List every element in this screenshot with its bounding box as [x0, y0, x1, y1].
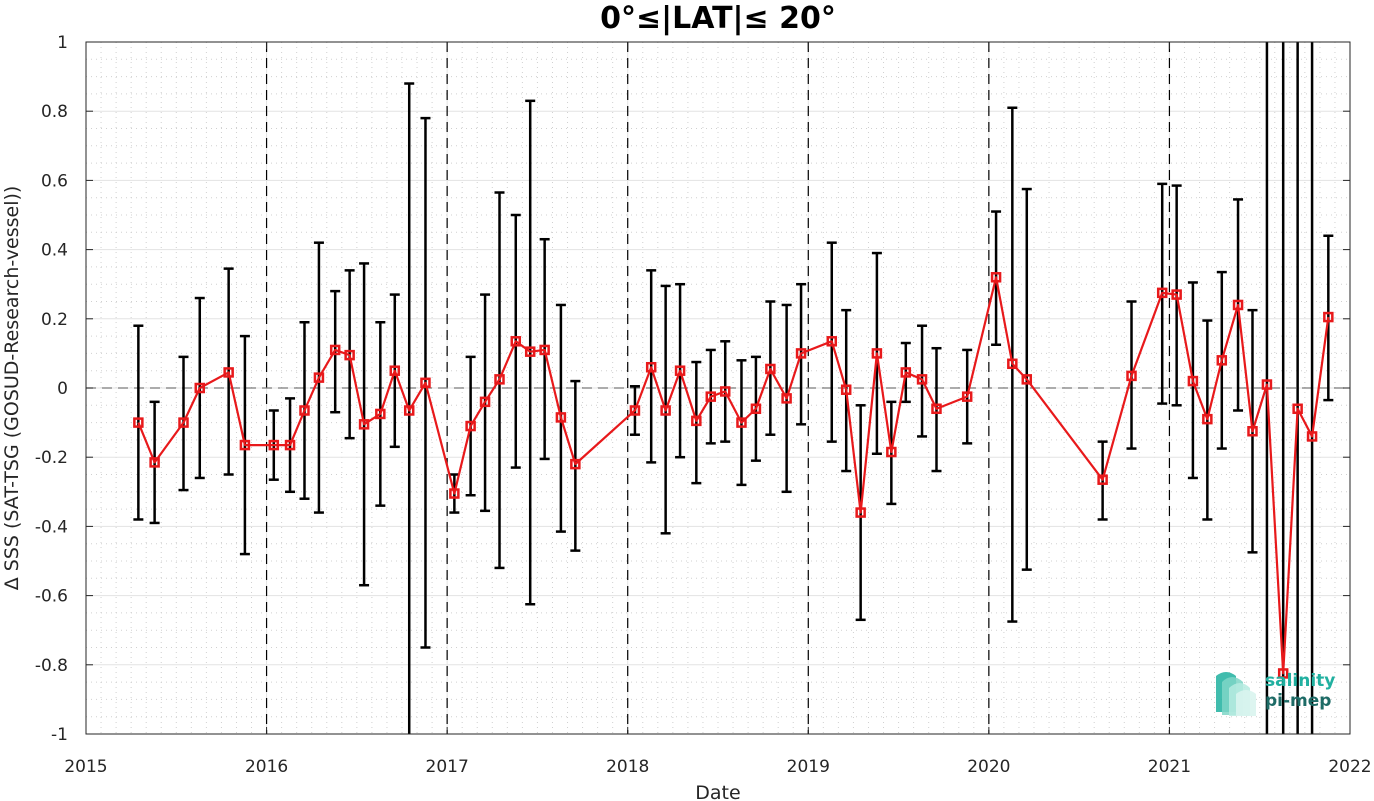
y-tick-label: 0.4 [41, 241, 68, 261]
x-tick-label: 2019 [787, 757, 830, 777]
data-point-marker [510, 336, 522, 347]
data-point-marker [660, 405, 671, 416]
y-tick-label: 0.6 [41, 171, 68, 191]
data-point-marker [524, 346, 536, 357]
data-point-marker [1171, 289, 1182, 300]
data-point-marker [765, 363, 776, 375]
data-point-marker [750, 403, 762, 415]
data-point-marker [178, 417, 189, 428]
data-point-marker [389, 365, 401, 376]
data-point-marker [344, 349, 355, 361]
wave-icon [1216, 672, 1256, 716]
data-point-marker [931, 403, 942, 415]
data-point-marker [719, 386, 731, 397]
data-point-marker [1277, 668, 1289, 679]
y-tick-label: -0.2 [35, 448, 68, 468]
data-point-marker [299, 405, 310, 416]
y-tick-label: -1 [51, 725, 68, 745]
series-line [137, 276, 1330, 675]
data-point-marker [781, 393, 792, 404]
data-point-marker [375, 408, 386, 420]
data-point-marker [465, 420, 476, 432]
data-point-marker [539, 344, 550, 356]
data-point-marker [1247, 426, 1258, 437]
y-tick-label: 0.2 [41, 310, 68, 330]
data-point-marker [1216, 355, 1228, 366]
y-tick-label: -0.8 [35, 656, 68, 676]
data-point-marker [1021, 374, 1033, 385]
x-tick-label: 2016 [245, 757, 288, 777]
x-axis: 2015 2016 2017 2018 2019 2020 2021 2022 [64, 42, 1372, 777]
x-axis-label: Date [695, 782, 740, 801]
data-point-marker [691, 415, 702, 427]
x-tick-label: 2020 [967, 757, 1010, 777]
data-point-marker [1156, 287, 1168, 299]
y-tick-label: -0.4 [35, 517, 68, 537]
x-tick-label: 2022 [1328, 757, 1371, 777]
x-tick-label: 2015 [64, 757, 107, 777]
logo-text-pimep: pi-mep [1265, 691, 1331, 711]
series-markers [133, 272, 1334, 679]
data-point-marker [736, 417, 747, 428]
data-point-marker [674, 365, 686, 376]
data-point-marker [1097, 474, 1108, 485]
data-point-marker [795, 348, 807, 359]
data-point-marker [1306, 431, 1318, 442]
data-point-marker [871, 348, 883, 359]
chart-title: 0°≤|LAT|≤ 20° [600, 1, 836, 36]
data-point-marker [1261, 379, 1273, 390]
y-tick-label: 0.8 [41, 102, 68, 122]
data-point-marker [449, 488, 460, 499]
data-point-marker [313, 372, 325, 383]
logo-text-salinity: salinity [1265, 671, 1335, 691]
data-point-marker [223, 367, 234, 378]
data-point-marker [1007, 358, 1018, 370]
data-point-marker [1187, 375, 1199, 387]
data-point-marker [855, 507, 866, 518]
y-tick-label: 1 [57, 33, 68, 53]
data-point-marker [239, 439, 251, 451]
y-tick-label: -0.6 [35, 587, 68, 607]
data-point-marker [645, 361, 657, 373]
x-tick-label: 2018 [606, 757, 649, 777]
reference-lines [86, 42, 1350, 734]
y-tick-label: 0 [57, 379, 68, 399]
data-point-marker [990, 272, 1002, 283]
y-axis: 1 0.8 0.6 0.4 0.2 0 -0.2 -0.4 -0.6 -0.8 -1 [35, 33, 1350, 745]
data-point-marker [329, 344, 341, 356]
x-tick-label: 2017 [426, 757, 469, 777]
data-point-marker [358, 419, 370, 430]
y-axis-label: Δ SSS (SAT-TSG (GOSUD-Research-vessel)) [1, 186, 23, 591]
data-point-marker [420, 377, 431, 389]
data-point-marker [705, 391, 717, 402]
data-point-marker [555, 412, 567, 423]
data-point-marker [961, 391, 973, 402]
data-point-marker [1292, 403, 1303, 415]
data-point-marker [479, 396, 491, 408]
data-point-marker [149, 457, 160, 468]
data-point-marker [403, 405, 415, 416]
series-path [137, 276, 1330, 675]
data-point-marker [1323, 311, 1334, 323]
data-point-marker [826, 336, 838, 347]
data-point-marker [916, 374, 928, 385]
data-point-marker [570, 458, 581, 470]
data-point-marker [1232, 299, 1244, 311]
data-point-marker [1202, 413, 1213, 425]
data-point-marker [494, 374, 505, 385]
data-point-marker [194, 382, 206, 394]
data-point-marker [284, 439, 296, 451]
data-point-marker [268, 439, 280, 451]
salinity-pimep-logo: salinity pi-mep [1216, 671, 1335, 716]
data-point-marker [629, 405, 641, 416]
data-point-marker [840, 384, 852, 395]
x-tick-label: 2021 [1148, 757, 1191, 777]
data-point-marker [1126, 370, 1137, 382]
data-point-marker [133, 417, 144, 428]
data-point-marker [886, 446, 897, 458]
data-point-marker [900, 367, 912, 378]
